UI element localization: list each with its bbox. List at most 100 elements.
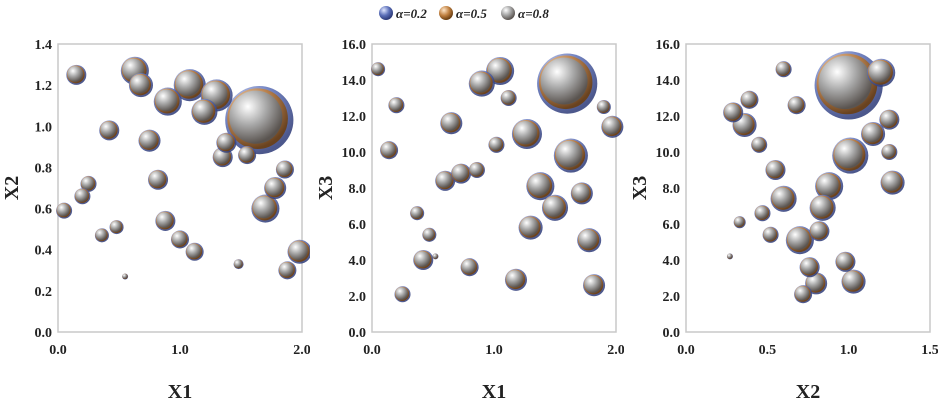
data-point xyxy=(537,53,598,114)
bubble-alpha-0-8 xyxy=(192,100,214,121)
data-point xyxy=(815,172,844,201)
bubble-alpha-0-8 xyxy=(842,271,862,290)
data-point xyxy=(500,89,517,107)
data-point xyxy=(264,176,287,200)
bubble-alpha-0-8 xyxy=(811,196,832,217)
data-point xyxy=(511,118,542,150)
y-tick-label: 8.0 xyxy=(349,182,367,197)
y-axis-label: X3 xyxy=(629,176,651,200)
y-tick-label: 0.6 xyxy=(35,203,53,218)
bubble-alpha-0-8 xyxy=(265,178,283,196)
bubble-alpha-0-8 xyxy=(766,161,783,177)
bubble-alpha-0-8 xyxy=(868,60,891,83)
x-tick-label: 1.0 xyxy=(840,343,858,358)
data-point xyxy=(526,172,555,201)
data-point xyxy=(787,96,806,115)
bubble-alpha-0-8 xyxy=(834,139,863,169)
data-point xyxy=(251,194,280,223)
data-point xyxy=(278,261,297,280)
bubble-alpha-0-8 xyxy=(81,176,94,190)
x-axis-label: X2 xyxy=(796,381,820,403)
data-point xyxy=(225,86,294,155)
y-tick-label: 2.0 xyxy=(663,290,681,305)
bubble-alpha-0-8 xyxy=(253,196,275,219)
data-point xyxy=(814,51,883,120)
bubble-alpha-0-8 xyxy=(149,171,165,187)
data-point xyxy=(122,273,129,280)
data-point xyxy=(440,112,463,135)
legend-item: α=0.5 xyxy=(439,6,487,21)
y-tick-label: 6.0 xyxy=(349,218,367,233)
chart-legend: α=0.2 α=0.5 α=0.8 xyxy=(379,6,549,21)
bubble-alpha-0-8 xyxy=(806,273,824,292)
data-point xyxy=(861,121,886,147)
data-point xyxy=(287,239,312,264)
bubble-alpha-0-8 xyxy=(572,183,590,202)
data-point xyxy=(173,69,206,102)
data-point xyxy=(726,253,733,260)
data-point xyxy=(754,205,771,222)
data-point xyxy=(435,170,456,191)
bubble-alpha-0-8 xyxy=(527,174,550,196)
bubble-alpha-0-8 xyxy=(469,163,483,176)
y-tick-label: 8.0 xyxy=(663,182,681,197)
bubble-alpha-0-8 xyxy=(381,142,396,157)
bubble-alpha-0-8 xyxy=(795,286,810,301)
data-point xyxy=(138,129,161,152)
bubble-alpha-0-8 xyxy=(470,72,491,93)
data-point xyxy=(809,194,836,221)
data-point xyxy=(835,251,856,272)
y-tick-label: 10.0 xyxy=(656,146,681,161)
data-point xyxy=(799,257,820,278)
y-tick-label: 2.0 xyxy=(349,290,367,305)
bubble-alpha-0-8 xyxy=(513,120,538,145)
bubble-alpha-0-8 xyxy=(602,117,620,135)
scatter-panel-x1-x3: 0.0 2.0 4.0 6.0 8.0 10.0 12.0 14.0 16.0 0.0 1.0 2.0… xyxy=(314,22,625,415)
bubble-alpha-0-8 xyxy=(519,217,539,236)
data-point xyxy=(488,136,505,153)
bubble-alpha-0-8 xyxy=(788,97,803,112)
data-point xyxy=(867,58,896,87)
data-point xyxy=(879,109,900,130)
data-point xyxy=(460,258,479,277)
bubble-alpha-0-8 xyxy=(389,98,402,111)
data-point xyxy=(785,226,814,255)
data-point xyxy=(518,215,543,240)
y-tick-label: 6.0 xyxy=(663,218,681,233)
data-point xyxy=(233,259,244,270)
bubble-alpha-0-8 xyxy=(175,71,201,97)
bubble-alpha-0-8 xyxy=(772,187,793,208)
bubble-alpha-0-8 xyxy=(110,221,122,232)
bubble-alpha-0-8 xyxy=(501,91,515,104)
data-point xyxy=(80,175,97,192)
data-point xyxy=(577,228,602,253)
bubble-alpha-0-8 xyxy=(139,131,157,149)
y-tick-label: 0.0 xyxy=(663,326,681,341)
bubble-alpha-0-8 xyxy=(452,164,468,181)
bubble-alpha-0-8 xyxy=(836,253,853,269)
x-tick-label: 0.0 xyxy=(677,343,695,358)
bubble-alpha-0-8 xyxy=(787,228,810,250)
data-point xyxy=(596,99,611,115)
x-tick-label: 1.0 xyxy=(171,343,189,358)
legend-item: α=0.8 xyxy=(501,6,549,21)
data-point xyxy=(275,160,294,179)
data-point xyxy=(880,170,905,195)
data-point xyxy=(66,64,87,85)
bubble-alpha-0-8 xyxy=(763,227,777,241)
data-point xyxy=(762,226,779,243)
x-tick-label: 1.5 xyxy=(921,343,938,358)
y-tick-label: 0.2 xyxy=(35,285,53,300)
bubble-alpha-0-8 xyxy=(880,110,897,127)
y-tick-label: 1.0 xyxy=(35,120,53,135)
plot-frame xyxy=(685,43,931,333)
bubble-alpha-0-8 xyxy=(217,134,234,150)
bubble-alpha-0-8 xyxy=(724,103,740,120)
x-tick-label: 1.0 xyxy=(485,343,503,358)
bubble-alpha-0-8 xyxy=(130,74,150,94)
bubble-alpha-0-8 xyxy=(410,207,422,219)
x-tick-label: 2.0 xyxy=(607,343,624,358)
x-tick-label: 0.0 xyxy=(363,343,381,358)
bubble-alpha-0-8 xyxy=(489,137,502,151)
bubble-alpha-0-8 xyxy=(755,206,768,219)
